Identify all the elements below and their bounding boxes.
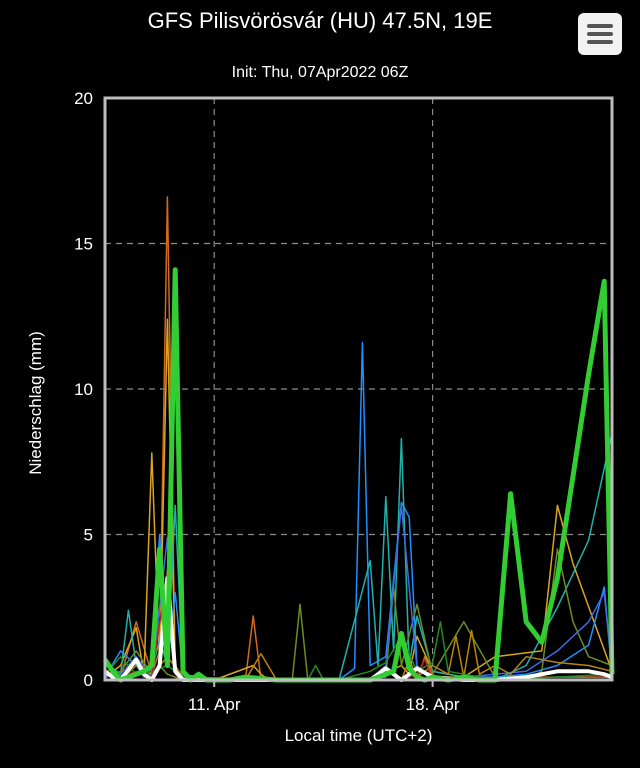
series-group xyxy=(102,196,615,683)
x-tick-label: 18. Apr xyxy=(406,695,460,714)
y-tick-labels: 0 5 10 15 20 xyxy=(74,89,93,690)
y-tick-label: 5 xyxy=(84,526,93,545)
chart-subtitle: Init: Thu, 07Apr2022 06Z xyxy=(231,64,409,81)
series-line-10 xyxy=(104,621,613,681)
y-tick-label: 0 xyxy=(84,671,93,690)
y-tick-label: 10 xyxy=(74,380,93,399)
y-tick-label: 15 xyxy=(74,235,93,254)
x-tick-labels: 11. Apr 18. Apr xyxy=(188,680,460,714)
hamburger-menu-icon[interactable] xyxy=(578,13,622,55)
chart-title: GFS Pilisvörösvár (HU) 47.5N, 19E xyxy=(147,8,493,33)
y-tick-label: 20 xyxy=(74,89,93,108)
x-tick-label: 11. Apr xyxy=(188,695,241,714)
x-axis-label: Local time (UTC+2) xyxy=(284,726,433,745)
plot-frame xyxy=(103,96,614,682)
